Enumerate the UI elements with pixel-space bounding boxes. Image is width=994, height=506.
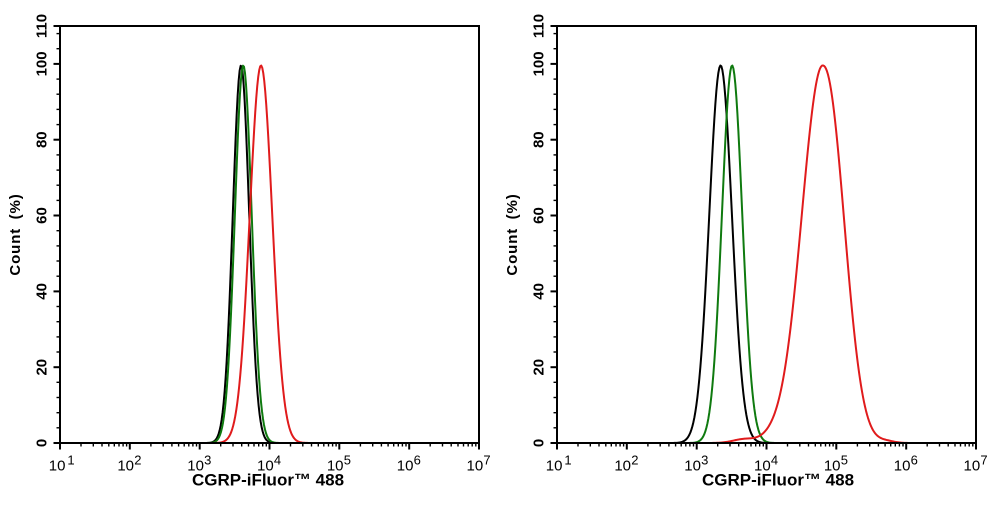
svg-text:10: 10 [754, 457, 771, 474]
svg-text:20: 20 [34, 359, 51, 376]
svg-text:6: 6 [414, 453, 421, 468]
svg-text:80: 80 [531, 131, 548, 148]
svg-text:4: 4 [274, 453, 281, 468]
svg-text:100: 100 [531, 51, 548, 76]
svg-text:3: 3 [701, 453, 708, 468]
svg-text:10: 10 [684, 457, 701, 474]
svg-text:CGRP-iFluor™ 488: CGRP-iFluor™ 488 [702, 471, 854, 490]
svg-text:10: 10 [614, 457, 631, 474]
svg-text:3: 3 [204, 453, 211, 468]
svg-text:7: 7 [980, 453, 987, 468]
svg-text:10: 10 [117, 457, 134, 474]
svg-text:10: 10 [257, 457, 274, 474]
svg-text:0: 0 [34, 439, 51, 447]
svg-text:2: 2 [631, 453, 638, 468]
svg-text:0: 0 [531, 439, 548, 447]
svg-text:10: 10 [824, 457, 841, 474]
svg-text:10: 10 [49, 457, 66, 474]
svg-text:1: 1 [67, 453, 74, 468]
svg-text:110: 110 [34, 14, 51, 38]
svg-text:Count (%): Count (%) [504, 193, 521, 275]
svg-text:Count (%): Count (%) [7, 193, 24, 275]
svg-text:80: 80 [34, 131, 51, 148]
svg-text:CGRP-iFluor™ 488: CGRP-iFluor™ 488 [192, 471, 344, 490]
svg-text:60: 60 [34, 207, 51, 224]
svg-text:5: 5 [841, 453, 848, 468]
svg-text:1: 1 [564, 453, 571, 468]
svg-text:100: 100 [34, 51, 51, 76]
svg-text:110: 110 [531, 14, 548, 38]
svg-text:10: 10 [546, 457, 563, 474]
svg-text:4: 4 [771, 453, 778, 468]
svg-text:60: 60 [531, 207, 548, 224]
svg-text:10: 10 [397, 457, 414, 474]
svg-text:20: 20 [531, 359, 548, 376]
svg-text:40: 40 [34, 283, 51, 300]
svg-text:5: 5 [344, 453, 351, 468]
svg-text:10: 10 [467, 457, 484, 474]
svg-text:10: 10 [894, 457, 911, 474]
svg-text:10: 10 [327, 457, 344, 474]
svg-text:10: 10 [964, 457, 981, 474]
svg-text:40: 40 [531, 283, 548, 300]
svg-text:7: 7 [483, 453, 490, 468]
svg-text:2: 2 [134, 453, 141, 468]
svg-text:10: 10 [187, 457, 204, 474]
svg-text:6: 6 [911, 453, 918, 468]
